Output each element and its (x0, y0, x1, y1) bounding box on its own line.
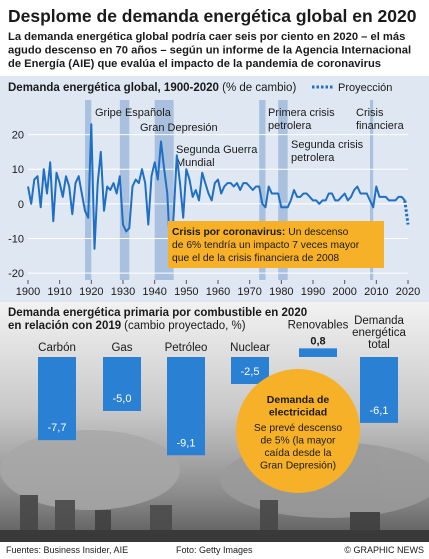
x-tick-label: 1960 (206, 286, 230, 298)
category-label: energética (352, 327, 406, 339)
y-tick-label: 20 (12, 130, 24, 142)
category-label: Carbón (38, 342, 76, 354)
footer-bg (0, 542, 429, 559)
period-label: petrolera (291, 152, 335, 164)
category-label: total (368, 339, 390, 351)
period-label: Gran Depresión (140, 122, 218, 134)
bar (167, 357, 205, 456)
line-title: Demanda energética global, 1900-2020 (8, 82, 219, 94)
period-label: petrolera (268, 120, 312, 132)
y-tick-label: 10 (12, 164, 24, 176)
annotation-text: de 6% tendría un impacto 7 veces mayor (172, 240, 360, 251)
bar-subtitle: (cambio proyectado, %) (124, 320, 246, 332)
period-label: Crisis (356, 107, 384, 119)
x-tick-label: 1900 (16, 286, 40, 298)
x-tick-label: 1940 (142, 286, 166, 298)
annotation-box (168, 221, 384, 268)
x-tick-label: 1910 (47, 286, 71, 298)
category-label: Petróleo (165, 342, 208, 354)
period-label: financiera (356, 120, 405, 132)
x-tick-label: 1970 (237, 286, 261, 298)
y-tick-label: 0 (18, 199, 24, 211)
x-tick-label: 1920 (79, 286, 103, 298)
line-chart: -20 -10 0 10 20 1900 1910 1920 1930 1940 1950 1960 1… (8, 100, 420, 298)
subtitle-line: agudo descenso en 70 años – según un inf… (8, 45, 411, 57)
period-band (259, 100, 266, 280)
x-tick-label: 1980 (269, 286, 293, 298)
demand-line (27, 123, 406, 261)
category-label: Gas (111, 342, 132, 354)
subtitle-line: de Energía (AIE) que evalúa el impacto d… (8, 58, 381, 70)
value-label: -2,5 (241, 366, 260, 378)
footer-credit: © GRAPHIC NEWS (344, 545, 424, 555)
annotation-first-line: Crisis por coronavirus: Un descenso (172, 227, 349, 238)
x-tick-label: 1930 (111, 286, 135, 298)
legend-label: Proyección (338, 82, 392, 94)
x-tick-label: 2000 (332, 286, 356, 298)
period-label: Primera crisis (268, 107, 335, 119)
category-label: Demanda (354, 315, 404, 327)
value-label: -9,1 (177, 437, 196, 449)
period-band (370, 100, 374, 280)
period-band (278, 100, 288, 280)
x-tick-label: 1950 (174, 286, 198, 298)
annotation-text: Gran Depresión) (260, 461, 336, 472)
value-label: 0,8 (310, 335, 325, 347)
bar-title: en relación con 2019 (8, 320, 121, 332)
period-label: Segunda crisis (291, 139, 364, 151)
period-label: Mundial (176, 157, 215, 169)
annotation-title: Demanda de (267, 394, 330, 406)
annotation-text: caída desde la (265, 448, 332, 459)
period-label: Segunda Guerra (176, 144, 258, 156)
value-label: -5,0 (113, 393, 132, 405)
x-tick-label: 2020 (396, 286, 420, 298)
y-tick-label: -20 (8, 268, 24, 280)
annotation-text: de 5% (la mayor (261, 436, 337, 447)
bar (38, 357, 76, 441)
bar (103, 357, 141, 411)
annotation-text: Se prevé descenso (254, 423, 342, 434)
footer-photo: Foto: Getty Images (176, 545, 253, 555)
bar (360, 357, 398, 423)
value-label: -6,1 (370, 405, 389, 417)
period-label: Gripe Española (95, 107, 172, 119)
x-tick-label: 2010 (364, 286, 388, 298)
bar (299, 348, 337, 357)
projection-line (403, 200, 410, 225)
category-label: Nuclear (230, 342, 270, 354)
bar-title-line: en relación con 2019 (cambio proyectado, … (8, 320, 246, 332)
subtitle-line: La demanda energética global podría caer… (8, 31, 405, 43)
bar (231, 357, 269, 384)
period-band (119, 100, 130, 280)
y-tick-label: -10 (8, 233, 24, 245)
annotation-circle (236, 369, 360, 493)
annotation-title: electricidad (269, 407, 327, 419)
annotation-text: que el de la crisis financiera de 2008 (172, 253, 339, 264)
x-tick-label: 1990 (301, 286, 325, 298)
footer-sources: Fuentes: Business Insider, AIE (6, 545, 128, 555)
title: Desplome de demanda energética global en… (8, 6, 417, 26)
category-label: Renovables (288, 319, 349, 331)
annotation-title: Crisis por coronavirus: (172, 227, 285, 238)
bar-title: Demanda energética primaria por combusti… (8, 307, 307, 319)
line-unit: (% de cambio) (222, 82, 296, 94)
bar-chart: Demanda energética primaria por combusti… (8, 307, 406, 493)
value-label: -7,7 (48, 422, 67, 434)
subtitle: La demanda energética global podría caer… (8, 31, 411, 70)
line-chart-title: Demanda energética global, 1900-2020 (% … (8, 82, 296, 94)
annotation-text: Un descenso (288, 227, 348, 238)
